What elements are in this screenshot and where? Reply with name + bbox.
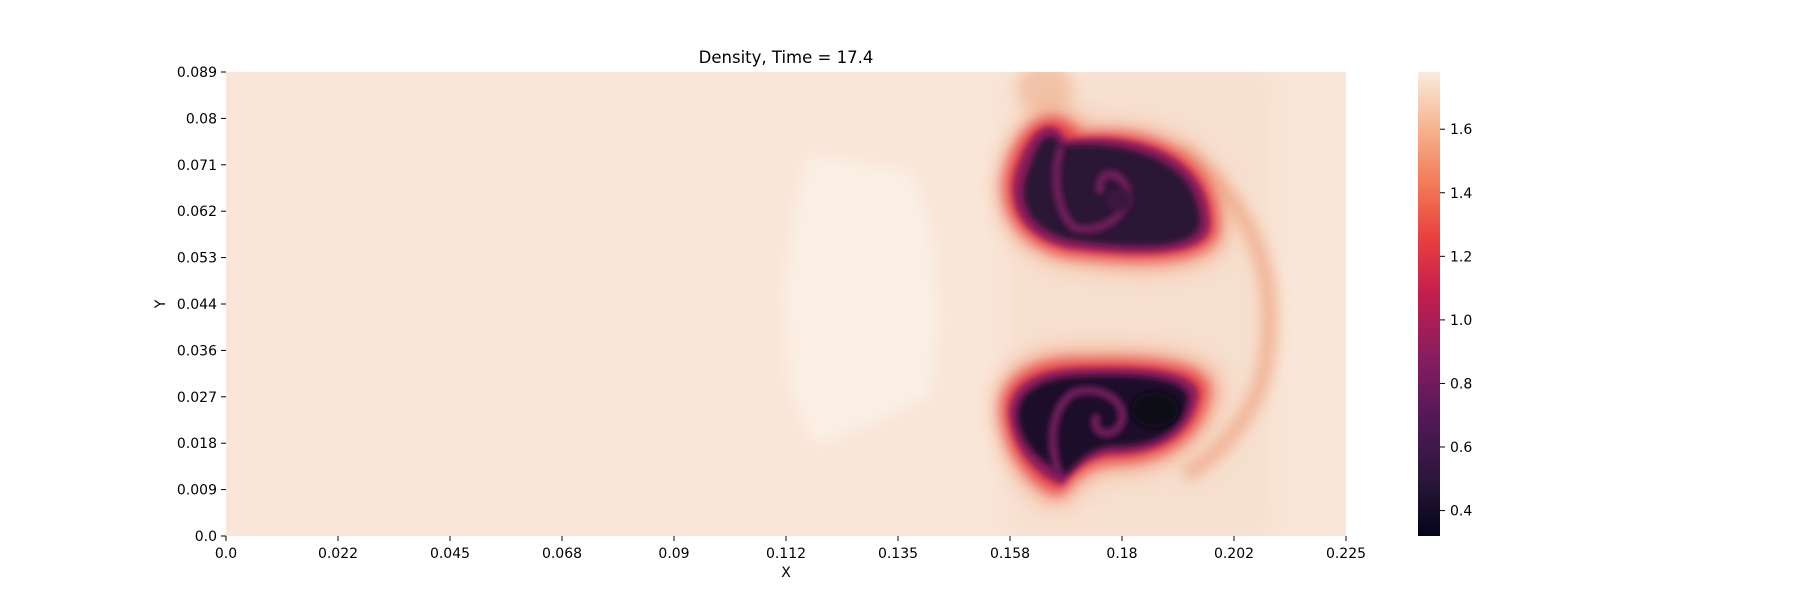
- top-plume: [1017, 72, 1073, 116]
- x-tick-label: 0.18: [1106, 546, 1137, 562]
- lower-vortex: [998, 351, 1219, 505]
- x-axis-label: X: [781, 565, 791, 581]
- x-tick-label: 0.112: [766, 546, 806, 562]
- x-tick-label: 0.158: [990, 546, 1030, 562]
- colorbar-gradient: [1418, 72, 1440, 536]
- colorbar-tick-label: 0.8: [1450, 376, 1472, 392]
- x-tick-label: 0.068: [542, 546, 582, 562]
- x-tick-label: 0.022: [318, 546, 358, 562]
- y-tick-label: 0.071: [177, 158, 217, 174]
- y-tick-label: 0.036: [177, 343, 217, 359]
- colorbar-tick-label: 0.6: [1450, 440, 1472, 456]
- chart-title: Density, Time = 17.4: [699, 48, 874, 67]
- y-tick-label: 0.08: [186, 111, 217, 127]
- y-tick-label: 0.062: [177, 204, 217, 220]
- y-tick-label: 0.0: [195, 529, 217, 545]
- x-tick-label: 0.135: [878, 546, 918, 562]
- y-axis: 0.0 0.009 0.018 0.027 0.036 0.044 0.053 0.062 0.…: [177, 65, 226, 545]
- y-tick-label: 0.089: [177, 65, 217, 81]
- x-tick-label: 0.225: [1326, 546, 1366, 562]
- y-tick-label: 0.053: [177, 251, 217, 267]
- colorbar-tick-label: 1.2: [1450, 249, 1472, 265]
- shock-front-arc: [1175, 144, 1277, 482]
- colorbar-tick-label: 1.4: [1450, 186, 1472, 202]
- y-tick-label: 0.018: [177, 436, 217, 452]
- upper-vortex: [1000, 111, 1226, 268]
- y-tick-label: 0.009: [177, 483, 217, 499]
- y-tick-label: 0.044: [177, 297, 217, 313]
- colorbar-tick-label: 0.4: [1450, 504, 1472, 520]
- y-tick-label: 0.027: [177, 390, 217, 406]
- light-density-patch: [784, 154, 938, 445]
- x-axis: 0.0 0.022 0.045 0.068 0.09 0.112 0.135 0.158 0.1…: [215, 536, 1366, 562]
- x-tick-label: 0.045: [430, 546, 470, 562]
- y-axis-label: Y: [153, 299, 169, 309]
- heatmap-field: [226, 72, 1346, 536]
- colorbar: 0.4 0.6 0.8 1.0 1.2 1.4 1.6: [1418, 72, 1472, 536]
- x-tick-label: 0.202: [1214, 546, 1254, 562]
- x-tick-label: 0.0: [215, 546, 237, 562]
- colorbar-tick-label: 1.6: [1450, 122, 1472, 138]
- x-tick-label: 0.09: [658, 546, 689, 562]
- colorbar-tick-label: 1.0: [1450, 313, 1472, 329]
